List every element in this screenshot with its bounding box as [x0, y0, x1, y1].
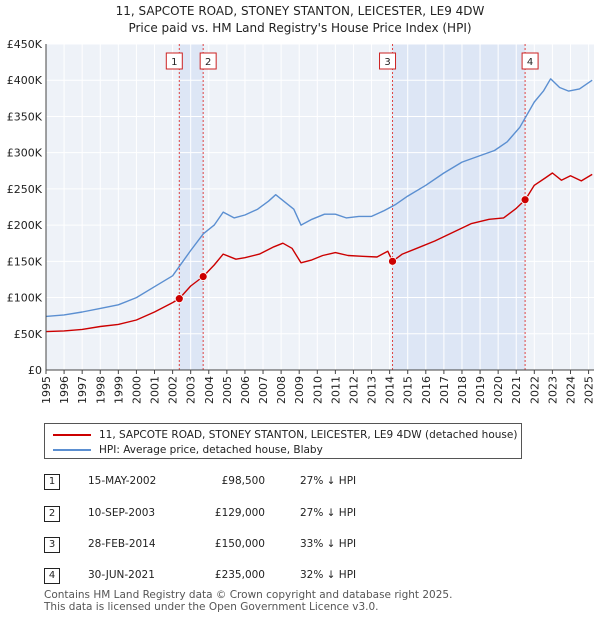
y-tick-label: £150K	[7, 255, 43, 268]
y-tick-label: £200K	[7, 219, 43, 232]
row-date: 15-MAY-2002	[88, 475, 157, 487]
x-tick-label: 2024	[564, 376, 577, 404]
table-row: 4 30-JUN-2021 £235,000 32% ↓ HPI	[44, 568, 464, 584]
x-tick-label: 2022	[528, 376, 541, 404]
x-tick-label: 2006	[239, 376, 252, 404]
x-tick-label: 2013	[366, 376, 379, 404]
y-tick-label: £300K	[7, 147, 43, 160]
x-tick-label: 2004	[203, 376, 216, 404]
y-tick-label: £50K	[14, 328, 43, 341]
x-tick-label: 2011	[329, 376, 342, 404]
x-tick-label: 2014	[384, 376, 397, 404]
legend-line-blue	[53, 449, 91, 451]
x-tick-label: 2008	[275, 376, 288, 404]
transaction-point	[388, 256, 397, 266]
transaction-badge: 3	[379, 52, 397, 70]
row-price: £129,000	[214, 507, 265, 519]
x-tick-label: 2003	[185, 376, 198, 404]
x-tick-label: 2000	[130, 376, 143, 404]
x-tick-label: 2005	[221, 376, 234, 404]
transaction-badge-box	[199, 52, 217, 70]
transaction-badge: 4	[521, 52, 539, 70]
legend-item-property: 11, SAPCOTE ROAD, STONEY STANTON, LEICES…	[53, 428, 517, 442]
x-tick-label: 1997	[76, 376, 89, 404]
y-tick-label: £400K	[7, 74, 43, 87]
x-tick-label: 2007	[257, 376, 270, 404]
y-tick-label: £350K	[7, 110, 43, 123]
footer-line-2: This data is licensed under the Open Gov…	[44, 601, 379, 613]
legend-line-red	[53, 434, 91, 436]
row-hpi-diff: 33% ↓ HPI	[300, 538, 357, 550]
y-tick-label: £100K	[7, 292, 43, 305]
chart-legend: 11, SAPCOTE ROAD, STONEY STANTON, LEICES…	[44, 423, 522, 459]
x-tick-label: 1995	[40, 376, 53, 404]
transaction-badge-number: 3	[384, 57, 390, 68]
price-chart: 11, SAPCOTE ROAD, STONEY STANTON, LEICES…	[7, 4, 596, 404]
x-tick-label: 1998	[94, 376, 107, 404]
transaction-badge: 2	[199, 52, 217, 70]
table-row: 3 28-FEB-2014 £150,000 33% ↓ HPI	[44, 537, 464, 553]
x-tick-label: 2002	[167, 376, 180, 404]
shaded-period	[179, 44, 204, 370]
footer-line-1: Contains HM Land Registry data © Crown c…	[44, 589, 453, 601]
x-tick-label: 2025	[583, 376, 596, 404]
y-tick-label: £450K	[7, 38, 43, 51]
x-tick-label: 2012	[347, 376, 360, 404]
x-tick-label: 2017	[438, 376, 451, 404]
row-date: 30-JUN-2021	[88, 569, 155, 581]
transaction-badge-number: 2	[205, 57, 211, 68]
transaction-badge-number: 1	[171, 57, 177, 68]
table-row: 2 10-SEP-2003 £129,000 27% ↓ HPI	[44, 506, 464, 522]
transaction-badge-box	[521, 52, 539, 70]
series-line-hpi	[45, 78, 593, 318]
transaction-badge-number: 4	[527, 57, 533, 68]
y-tick-label: £0	[28, 364, 42, 377]
x-tick-label: 1999	[112, 376, 125, 404]
x-tick-label: 2015	[402, 376, 415, 404]
transaction-badge-box	[379, 52, 397, 70]
footer-attribution: Contains HM Land Registry data © Crown c…	[44, 589, 452, 613]
transaction-point	[198, 272, 208, 281]
legend-item-hpi: HPI: Average price, detached house, Blab…	[53, 443, 323, 457]
x-tick-label: 2018	[456, 376, 469, 404]
x-tick-label: 2009	[293, 376, 306, 404]
x-tick-label: 2021	[510, 376, 523, 404]
row-hpi-diff: 32% ↓ HPI	[300, 569, 357, 581]
legend-label-hpi: HPI: Average price, detached house, Blab…	[99, 444, 323, 456]
row-number-badge: 4	[44, 568, 60, 584]
transaction-point	[520, 195, 530, 205]
x-tick-label: 2020	[492, 376, 505, 404]
row-date: 28-FEB-2014	[88, 538, 156, 550]
chart-subtitle: Price paid vs. HM Land Registry's House …	[128, 21, 471, 35]
row-date: 10-SEP-2003	[88, 507, 156, 519]
transaction-point	[174, 294, 184, 304]
shaded-period	[392, 44, 526, 370]
row-price: £98,500	[221, 475, 265, 487]
x-tick-label: 2001	[149, 376, 162, 404]
y-tick-label: £250K	[7, 183, 43, 196]
row-price: £235,000	[214, 569, 265, 581]
x-tick-label: 2016	[420, 376, 433, 404]
row-number-badge: 3	[44, 537, 60, 553]
row-hpi-diff: 27% ↓ HPI	[300, 507, 357, 519]
table-row: 1 15-MAY-2002 £98,500 27% ↓ HPI	[44, 474, 464, 490]
x-tick-label: 2023	[546, 376, 559, 404]
x-tick-label: 1996	[58, 376, 71, 404]
transaction-badge: 1	[165, 52, 183, 70]
row-number-badge: 2	[44, 506, 60, 522]
row-number-badge: 1	[44, 474, 60, 490]
legend-label-property: 11, SAPCOTE ROAD, STONEY STANTON, LEICES…	[99, 429, 518, 441]
transaction-badge-box	[165, 52, 183, 70]
chart-title: 11, SAPCOTE ROAD, STONEY STANTON, LEICES…	[116, 4, 485, 18]
x-tick-label: 2019	[474, 376, 487, 404]
row-price: £150,000	[214, 538, 265, 550]
row-hpi-diff: 27% ↓ HPI	[300, 475, 357, 487]
x-tick-label: 2010	[311, 376, 324, 404]
